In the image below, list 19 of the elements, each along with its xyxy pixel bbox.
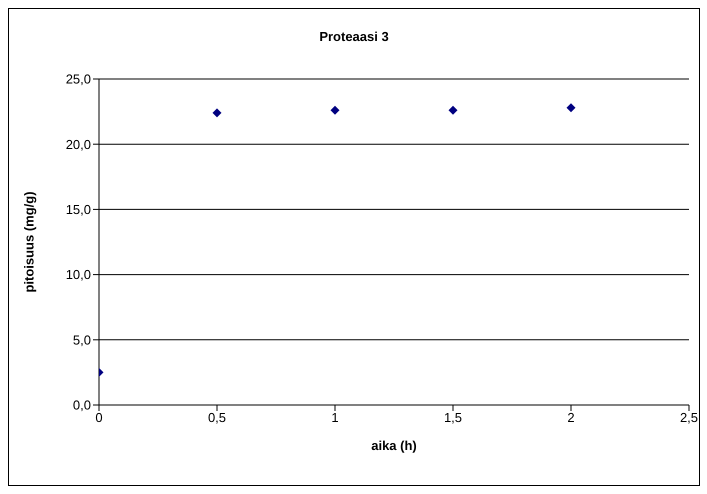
point (448, 106, 458, 115)
x-tick-label: 2 (567, 410, 575, 426)
y-tick-label: 25,0 (66, 72, 91, 87)
y-tick-label: 20,0 (66, 136, 91, 152)
point (566, 103, 576, 112)
x-axis-title: aika (h) (371, 438, 417, 453)
chart-title: Proteaasi 3 (318, 29, 390, 44)
x-tick-label: 0 (95, 410, 103, 426)
x-tick-label: 2,5 (680, 410, 698, 426)
y-tick-label: 15,0 (66, 202, 91, 218)
y-tick-label: 5,0 (72, 332, 91, 348)
x-tick-label: 1 (331, 410, 339, 426)
x-tick-label: 0,5 (208, 410, 226, 426)
point (212, 108, 222, 118)
y-tick-label: 0,0 (72, 398, 91, 413)
point (330, 106, 340, 115)
y-axis-title: pitoisuus (mg/g) (22, 191, 37, 293)
y-tick-label: 10,0 (66, 267, 91, 282)
x-tick-label: 1,5 (444, 410, 462, 426)
